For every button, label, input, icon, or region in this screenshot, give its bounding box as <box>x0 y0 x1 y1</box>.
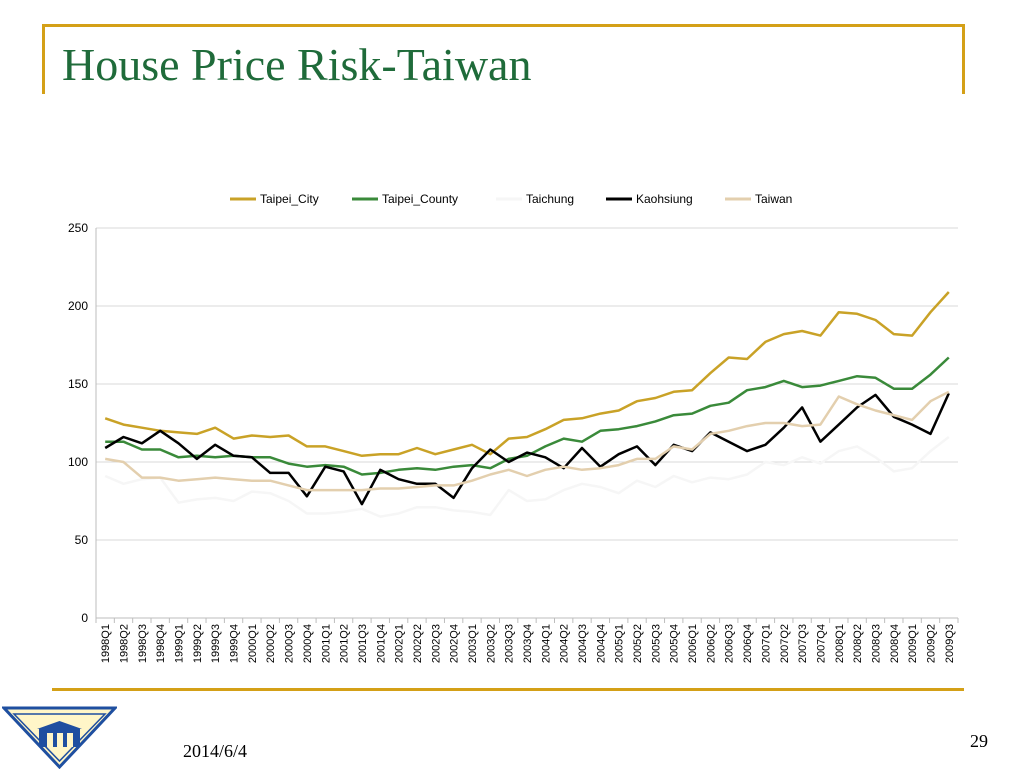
x-tick-label: 2000Q4 <box>302 624 314 663</box>
legend-label: Taichung <box>526 192 574 206</box>
y-tick-label: 100 <box>68 455 88 469</box>
y-tick-label: 150 <box>68 377 88 391</box>
x-tick-label: 2005Q1 <box>614 624 626 663</box>
x-tick-label: 2003Q1 <box>467 624 479 663</box>
page-number: 29 <box>970 731 988 751</box>
y-tick-label: 250 <box>68 221 88 235</box>
slide-title: House Price Risk-Taiwan <box>62 39 532 90</box>
x-tick-label: 2002Q1 <box>394 624 406 663</box>
legend-label: Taipei_County <box>382 192 458 206</box>
x-tick-label: 2000Q1 <box>247 624 259 663</box>
y-tick-label: 0 <box>81 611 88 625</box>
x-tick-label: 2005Q3 <box>650 624 662 663</box>
frame-right-rule <box>962 24 965 94</box>
frame-left-rule <box>42 24 45 94</box>
series-line-taipei-city <box>104 291 950 458</box>
x-tick-label: 2001Q2 <box>339 624 351 663</box>
x-tick-label: 2004Q1 <box>540 624 552 663</box>
x-tick-label: 2008Q2 <box>852 624 864 663</box>
x-tick-label: 2004Q2 <box>559 624 571 663</box>
x-tick-label: 2002Q4 <box>449 624 461 663</box>
x-tick-label: 2000Q3 <box>284 624 296 663</box>
x-tick-label: 1998Q4 <box>155 624 167 663</box>
x-tick-label: 2003Q2 <box>485 624 497 663</box>
x-tick-label: 1998Q1 <box>100 624 112 663</box>
x-tick-label: 2005Q4 <box>669 624 681 663</box>
x-tick-label: 2008Q3 <box>870 624 882 663</box>
x-tick-label: 2004Q4 <box>595 624 607 663</box>
university-logo <box>2 706 117 769</box>
x-tick-label: 2001Q3 <box>357 624 369 663</box>
legend-label: Taipei_City <box>260 192 319 206</box>
x-tick-label: 2000Q2 <box>265 624 277 663</box>
x-tick-label: 1998Q3 <box>137 624 149 663</box>
line-chart: 0 50 100 150 200 250 1998Q1 1998Q2 1998Q3 1998Q4 1… <box>68 192 959 663</box>
x-tick-label: 2006Q1 <box>687 624 699 663</box>
x-tick-label: 2009Q1 <box>907 624 919 663</box>
x-tick-label: 1999Q2 <box>192 624 204 663</box>
x-tick-label: 2007Q2 <box>779 624 791 663</box>
x-tick-label: 2006Q2 <box>705 624 717 663</box>
y-tick-label: 50 <box>75 533 89 547</box>
bottom-rule <box>52 688 964 691</box>
x-tick-label: 2002Q3 <box>430 624 442 663</box>
x-tick-label: 2001Q4 <box>375 624 387 663</box>
x-tick-label: 2004Q3 <box>577 624 589 663</box>
series-line-kaohsiung <box>104 392 950 506</box>
series-line-taiwan <box>104 390 950 492</box>
x-tick-label: 1999Q4 <box>229 624 241 663</box>
y-tick-label: 200 <box>68 299 88 313</box>
x-tick-label: 2001Q1 <box>320 624 332 663</box>
x-tick-label: 2008Q1 <box>834 624 846 663</box>
x-tick-label: 2002Q2 <box>412 624 424 663</box>
x-tick-label: 2005Q2 <box>632 624 644 663</box>
x-tick-label: 2009Q3 <box>944 624 956 663</box>
x-tick-label: 2006Q4 <box>742 624 754 663</box>
frame-top-rule <box>42 24 964 27</box>
x-tick-label: 2003Q4 <box>522 624 534 663</box>
footer-date: 2014/6/4 <box>183 741 248 761</box>
x-tick-label: 2007Q3 <box>797 624 809 663</box>
series-line-taipei-county <box>105 356 950 476</box>
x-tick-label: 2008Q4 <box>889 624 901 663</box>
series-line-taichung <box>104 436 950 518</box>
legend-label: Taiwan <box>755 192 792 206</box>
x-tick-label: 1999Q1 <box>174 624 186 663</box>
legend-label: Kaohsiung <box>636 192 693 206</box>
x-tick-label: 2003Q3 <box>504 624 516 663</box>
x-tick-label: 2007Q4 <box>815 624 827 663</box>
x-tick-label: 1998Q2 <box>119 624 131 663</box>
x-tick-label: 2006Q3 <box>724 624 736 663</box>
x-tick-label: 2009Q2 <box>925 624 937 663</box>
x-tick-label: 1999Q3 <box>210 624 222 663</box>
x-tick-label: 2007Q1 <box>760 624 772 663</box>
